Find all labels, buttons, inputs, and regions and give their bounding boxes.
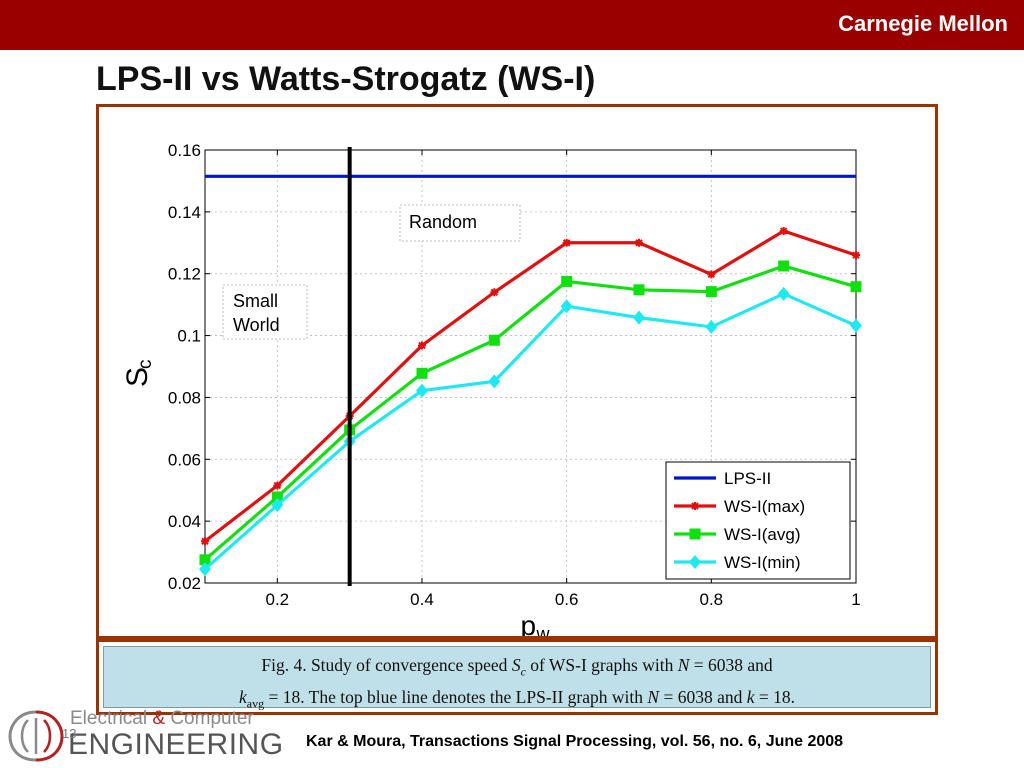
y-tick-label: 0.16 <box>168 141 201 160</box>
logo-text: Electrical <box>70 708 153 729</box>
brand-name: Carnegie Mellon <box>838 11 1008 36</box>
data-point <box>488 334 500 346</box>
caption-var: N <box>647 686 660 707</box>
x-tick-label: 0.8 <box>700 590 724 609</box>
caption-var: S <box>511 655 521 675</box>
series-line <box>204 229 857 543</box>
legend-label: LPS-II <box>724 469 771 488</box>
data-point <box>201 537 209 546</box>
data-point <box>779 227 788 236</box>
y-axis-label-sub: c <box>135 360 156 370</box>
ece-logo: Electrical & Computer ENGINEERING <box>6 706 283 766</box>
y-tick-label: 0.08 <box>168 388 201 407</box>
caption-var: N <box>677 655 690 675</box>
annotation-box-small-world <box>222 284 308 340</box>
data-point <box>271 491 283 503</box>
data-point <box>705 286 717 298</box>
data-point <box>633 310 645 325</box>
y-tick-label: 0.04 <box>168 512 201 531</box>
data-point <box>691 502 699 510</box>
annotation-text: Small <box>233 291 278 311</box>
caption-line-1: Fig. 4. Study of convergence speed Sc of… <box>104 653 930 685</box>
y-tick-label: 0.12 <box>168 265 201 284</box>
caption-text: = 6038 and <box>689 655 773 675</box>
caption-var: k <box>238 686 247 707</box>
caption-frame: Fig. 4. Study of convergence speed Sc of… <box>96 639 938 715</box>
data-point <box>689 528 701 540</box>
data-point <box>490 288 499 297</box>
data-point <box>705 319 718 334</box>
caption-sub: avg <box>246 696 265 710</box>
x-tick-label: 0.4 <box>410 590 434 609</box>
legend-label: WS-I(max) <box>724 497 805 516</box>
data-point <box>852 251 860 260</box>
y-tick-label: 0.1 <box>177 327 201 346</box>
series-line <box>203 292 857 571</box>
top-banner: Carnegie Mellon <box>0 0 1024 50</box>
legend-label: WS-I(avg) <box>724 525 801 544</box>
data-point <box>850 318 862 333</box>
data-point <box>777 286 790 301</box>
caption-line-2: kavg = 18. The top blue line denotes the… <box>104 685 930 717</box>
data-point <box>633 284 645 296</box>
figure-caption: Fig. 4. Study of convergence speed Sc of… <box>103 646 931 710</box>
x-tick-label: 0.6 <box>555 590 579 609</box>
x-axis-label-sub: w <box>536 624 551 636</box>
annotation-text: Random <box>409 212 477 232</box>
data-point <box>271 498 284 513</box>
y-tick-label: 0.02 <box>168 574 201 593</box>
data-point <box>850 281 862 293</box>
legend-label: WS-I(min) <box>724 553 800 572</box>
annotation-box-random <box>399 204 521 242</box>
x-axis-label: p <box>521 610 537 636</box>
data-point <box>561 275 573 287</box>
chart-frame: 0.2 0.4 0.6 0.8 1 0.02 0.04 0.06 0.08 0.1 0.12 0.14… <box>96 104 938 639</box>
logo-line-2: ENGINEERING <box>68 728 284 761</box>
data-point <box>689 555 701 569</box>
convergence-chart: 0.2 0.4 0.6 0.8 1 0.02 0.04 0.06 0.08 0.1 0.12 0.14… <box>121 141 862 636</box>
data-point <box>778 260 790 272</box>
data-point <box>273 481 282 490</box>
caption-sub: c <box>520 664 526 679</box>
ece-logo-icon <box>8 710 64 762</box>
data-point <box>416 367 428 379</box>
x-tick-label: 0.2 <box>266 590 290 609</box>
plot-area-border <box>204 149 857 584</box>
caption-text: Fig. 4. Study of convergence speed <box>261 655 512 675</box>
series-line <box>203 264 857 562</box>
data-point <box>707 270 716 279</box>
caption-text: = 6038 and <box>659 686 747 707</box>
caption-text: = 18. <box>754 686 796 707</box>
data-point <box>488 374 501 389</box>
annotation-text: World <box>233 315 280 335</box>
data-point <box>199 554 211 566</box>
data-point <box>560 299 573 314</box>
caption-text: of WS-I graphs with <box>525 655 678 675</box>
slide-title: LPS-II vs Watts-Strogatz (WS-I) <box>96 60 596 98</box>
data-point <box>418 341 426 350</box>
x-tick-label: 1 <box>851 590 860 609</box>
logo-amp: & <box>152 708 166 729</box>
y-axis-label: S <box>121 367 154 387</box>
caption-var: k <box>746 686 755 707</box>
y-tick-label: 0.06 <box>168 450 201 469</box>
page-number: 13 <box>62 726 77 741</box>
data-point <box>562 238 571 247</box>
data-point <box>416 383 428 398</box>
citation: Kar & Moura, Transactions Signal Process… <box>306 733 844 750</box>
caption-text: = 18. The top blue line denotes the LPS-… <box>264 686 648 707</box>
data-point <box>635 238 643 247</box>
logo-text: Computer <box>165 708 254 729</box>
data-point <box>199 562 211 577</box>
logo-line-1: Electrical & Computer <box>70 708 254 730</box>
y-tick-label: 0.14 <box>168 203 201 222</box>
